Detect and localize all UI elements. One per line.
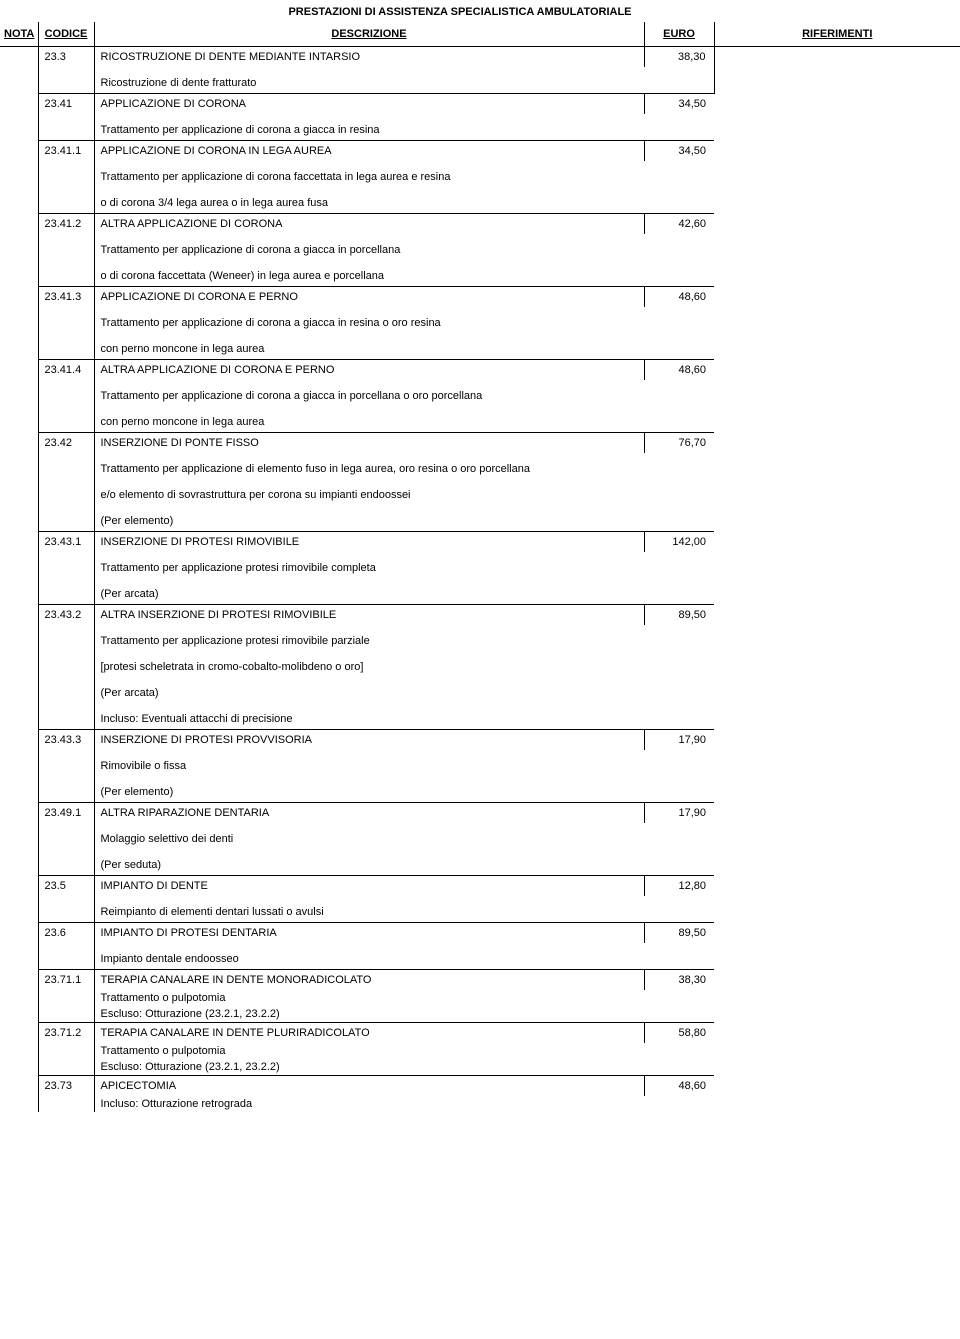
cell-codice: 23.5	[38, 876, 94, 923]
cell-descrizione-sub: Rimovibile o fissa	[94, 750, 644, 776]
cell-descrizione-sub: (Per arcata)	[94, 677, 644, 703]
cell-descrizione-sub: Molaggio selettivo dei denti	[94, 823, 644, 849]
cell-codice: 23.41.4	[38, 360, 94, 433]
cell-descrizione: APPLICAZIONE DI CORONA E PERNO	[94, 287, 644, 308]
cell-codice: 23.42	[38, 433, 94, 532]
cell-descrizione-sub: Trattamento per applicazione di elemento…	[94, 453, 644, 479]
cell-descrizione-sub: Trattamento per applicazione di corona a…	[94, 380, 644, 406]
cell-descrizione-sub: o di corona faccettata (Weneer) in lega …	[94, 260, 644, 287]
col-descrizione: DESCRIZIONE	[94, 22, 644, 47]
cell-descrizione: INSERZIONE DI PONTE FISSO	[94, 433, 644, 454]
cell-descrizione-sub: Trattamento per applicazione di corona f…	[94, 161, 644, 187]
cell-descrizione: APPLICAZIONE DI CORONA	[94, 94, 644, 115]
cell-descrizione: RICOSTRUZIONE DI DENTE MEDIANTE INTARSIO	[94, 47, 644, 68]
cell-descrizione-sub: o di corona 3/4 lega aurea o in lega aur…	[94, 187, 644, 214]
cell-riferimenti	[714, 47, 960, 1113]
cell-codice: 23.43.3	[38, 730, 94, 803]
cell-codice: 23.41.2	[38, 214, 94, 287]
cell-descrizione-sub: Impianto dentale endoosseo	[94, 943, 644, 970]
cell-descrizione-sub: con perno moncone in lega aurea	[94, 406, 644, 433]
cell-descrizione: ALTRA APPLICAZIONE DI CORONA E PERNO	[94, 360, 644, 381]
cell-codice: 23.73	[38, 1076, 94, 1113]
cell-euro: 12,80	[644, 876, 714, 923]
cell-euro: 89,50	[644, 605, 714, 730]
cell-descrizione-sub: Incluso: Eventuali attacchi di precision…	[94, 703, 644, 730]
cell-descrizione-sub: e/o elemento di sovrastruttura per coron…	[94, 479, 644, 505]
cell-descrizione: TERAPIA CANALARE IN DENTE MONORADICOLATO	[94, 970, 644, 991]
cell-codice: 23.71.1	[38, 970, 94, 1023]
cell-codice: 23.41.3	[38, 287, 94, 360]
cell-codice: 23.43.2	[38, 605, 94, 730]
cell-descrizione: TERAPIA CANALARE IN DENTE PLURIRADICOLAT…	[94, 1023, 644, 1044]
cell-euro: 48,60	[644, 360, 714, 433]
cell-descrizione: APPLICAZIONE DI CORONA IN LEGA AUREA	[94, 141, 644, 162]
cell-euro: 34,50	[644, 94, 714, 141]
cell-descrizione: IMPIANTO DI PROTESI DENTARIA	[94, 923, 644, 944]
col-codice: CODICE	[38, 22, 94, 47]
cell-descrizione-sub: Reimpianto di elementi dentari lussati o…	[94, 896, 644, 923]
table-row: 23.3RICOSTRUZIONE DI DENTE MEDIANTE INTA…	[0, 47, 960, 68]
cell-descrizione-sub: Trattamento per applicazione di corona a…	[94, 114, 644, 141]
cell-euro: 58,80	[644, 1023, 714, 1076]
cell-descrizione-sub: (Per elemento)	[94, 505, 644, 532]
cell-descrizione: ALTRA APPLICAZIONE DI CORONA	[94, 214, 644, 235]
cell-codice: 23.3	[38, 47, 94, 94]
cell-descrizione-sub: Trattamento per applicazione di corona a…	[94, 234, 644, 260]
cell-descrizione-sub: Trattamento per applicazione protesi rim…	[94, 625, 644, 651]
cell-descrizione-sub: Trattamento o pulpotomia	[94, 1043, 644, 1059]
cell-euro: 38,30	[644, 47, 714, 94]
cell-descrizione-sub: (Per arcata)	[94, 578, 644, 605]
cell-descrizione-sub: Trattamento per applicazione protesi rim…	[94, 552, 644, 578]
cell-descrizione: ALTRA INSERZIONE DI PROTESI RIMOVIBILE	[94, 605, 644, 626]
cell-codice: 23.43.1	[38, 532, 94, 605]
page-title: PRESTAZIONI DI ASSISTENZA SPECIALISTICA …	[180, 0, 740, 22]
cell-descrizione-sub: Escluso: Otturazione (23.2.1, 23.2.2)	[94, 1006, 644, 1023]
cell-euro: 17,90	[644, 730, 714, 803]
cell-euro: 38,30	[644, 970, 714, 1023]
cell-descrizione-sub: Ricostruzione di dente fratturato	[94, 67, 644, 94]
cell-codice: 23.41.1	[38, 141, 94, 214]
col-riferimenti: RIFERIMENTI	[714, 22, 960, 47]
col-euro: EURO	[644, 22, 714, 47]
prestazioni-table: NOTA CODICE DESCRIZIONE EURO RIFERIMENTI…	[0, 22, 960, 1112]
cell-codice: 23.71.2	[38, 1023, 94, 1076]
cell-euro: 48,60	[644, 1076, 714, 1113]
cell-descrizione-sub: [protesi scheletrata in cromo-cobalto-mo…	[94, 651, 644, 677]
cell-codice: 23.41	[38, 94, 94, 141]
cell-descrizione: APICECTOMIA	[94, 1076, 644, 1097]
cell-descrizione-sub: Trattamento o pulpotomia	[94, 990, 644, 1006]
cell-euro: 17,90	[644, 803, 714, 876]
cell-descrizione-sub: Escluso: Otturazione (23.2.1, 23.2.2)	[94, 1059, 644, 1076]
col-nota: NOTA	[0, 22, 38, 47]
cell-descrizione-sub: (Per seduta)	[94, 849, 644, 876]
cell-descrizione: IMPIANTO DI DENTE	[94, 876, 644, 897]
cell-euro: 142,00	[644, 532, 714, 605]
table-header-row: NOTA CODICE DESCRIZIONE EURO RIFERIMENTI	[0, 22, 960, 47]
cell-euro: 42,60	[644, 214, 714, 287]
cell-descrizione: INSERZIONE DI PROTESI RIMOVIBILE	[94, 532, 644, 553]
cell-descrizione: INSERZIONE DI PROTESI PROVVISORIA	[94, 730, 644, 751]
cell-descrizione-sub: con perno moncone in lega aurea	[94, 333, 644, 360]
cell-euro: 89,50	[644, 923, 714, 970]
cell-descrizione-sub: Trattamento per applicazione di corona a…	[94, 307, 644, 333]
cell-descrizione-sub: (Per elemento)	[94, 776, 644, 803]
cell-euro: 48,60	[644, 287, 714, 360]
cell-euro: 34,50	[644, 141, 714, 214]
cell-nota	[0, 47, 38, 1113]
cell-codice: 23.6	[38, 923, 94, 970]
cell-codice: 23.49.1	[38, 803, 94, 876]
cell-descrizione-sub: Incluso: Otturazione retrograda	[94, 1096, 644, 1112]
cell-descrizione: ALTRA RIPARAZIONE DENTARIA	[94, 803, 644, 824]
cell-euro: 76,70	[644, 433, 714, 532]
